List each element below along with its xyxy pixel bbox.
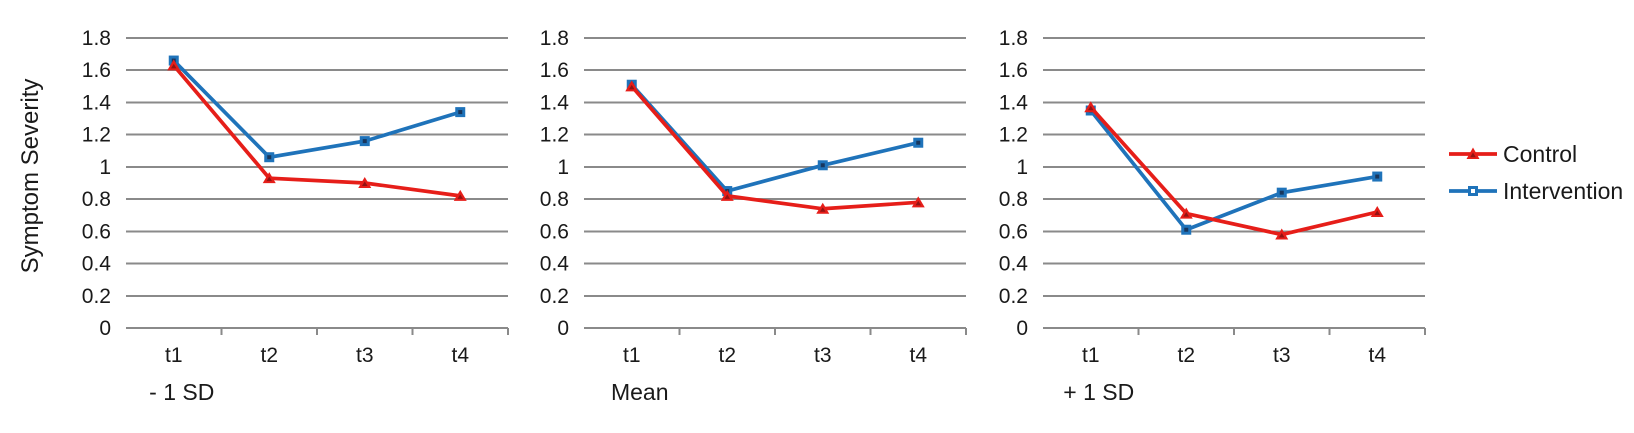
legend-label-intervention: Intervention: [1503, 178, 1624, 204]
control-marker-center: [170, 63, 177, 69]
panel-mean: 0 0.2 0.4 0.6 0.8 1 1.2 1.4 1.6 1.8 t1 t2 t3 t4 Mean: [540, 27, 967, 405]
intervention-marker-center: [362, 139, 367, 144]
y-tick-label: 1.6: [82, 59, 111, 82]
control-series-line: [630, 85, 919, 211]
y-tick-label: 0.8: [82, 188, 111, 211]
y-tick-label: 1: [1016, 156, 1028, 179]
control-marker-center: [1278, 233, 1285, 238]
y-tick-label: 0.2: [999, 285, 1028, 308]
intervention-series-swatch-icon: [1449, 186, 1497, 196]
panel-title: - 1 SD: [149, 379, 214, 405]
intervention-marker-center: [267, 155, 272, 160]
y-tick-label: 1.2: [82, 124, 111, 147]
y-tick-label: 1.4: [540, 91, 570, 114]
intervention-marker-center: [458, 110, 463, 115]
control-series-line: [172, 64, 461, 198]
control-marker-center: [724, 194, 731, 199]
control-marker-center: [915, 200, 922, 206]
y-tick-label: 0.6: [82, 220, 111, 243]
y-tick-label: 0: [1016, 317, 1028, 340]
y-tick-label: 0.8: [999, 188, 1028, 211]
control-series-line: [1089, 106, 1378, 237]
intervention-series-line: [630, 83, 919, 194]
y-axis-title: Symptom Severity: [17, 78, 44, 274]
panel-title: + 1 SD: [1063, 379, 1134, 405]
y-tick-label: 0.6: [540, 220, 569, 243]
control-marker-center: [457, 194, 464, 199]
y-tick-label: 0.2: [540, 285, 569, 308]
y-tick-label: 1.8: [82, 27, 111, 50]
y-tick-label: 1.8: [999, 27, 1028, 50]
y-tick-label: 1: [99, 156, 111, 179]
panel-+1sd: 0 0.2 0.4 0.6 0.8 1 1.2 1.4 1.6 1.8 t1 t2 t3 t4 + 1 SD: [999, 27, 1426, 405]
control-marker-center: [361, 181, 368, 186]
x-tick-label: t4: [1368, 344, 1386, 367]
y-tick-label: 0.4: [540, 253, 570, 276]
x-tick-label: t1: [1082, 344, 1100, 367]
panel-title: Mean: [611, 379, 669, 405]
legend-item-intervention: Intervention: [1448, 178, 1623, 204]
intervention-series-line: [1089, 109, 1378, 232]
y-tick-label: 0.6: [999, 220, 1028, 243]
y-tick-label: 0.4: [999, 253, 1029, 276]
intervention-marker-center: [1184, 227, 1189, 232]
intervention-series-line: [172, 59, 461, 160]
control-marker-center: [1374, 210, 1381, 215]
legend-item-control: Control: [1448, 141, 1623, 167]
intervention-marker-center: [1279, 190, 1284, 195]
y-tick-label: 0: [99, 317, 111, 340]
intervention-marker-center: [916, 140, 921, 145]
control-series-swatch-icon: [1449, 147, 1497, 159]
x-tick-label: t2: [1177, 344, 1195, 367]
y-tick-label: 1.4: [82, 91, 112, 114]
x-tick-label: t1: [165, 344, 183, 367]
y-tick-label: 0: [557, 317, 569, 340]
x-tick-label: t1: [623, 344, 641, 367]
control-marker-center: [1087, 105, 1094, 111]
y-tick-label: 0.8: [540, 188, 569, 211]
x-tick-label: t3: [356, 344, 374, 367]
control-marker-center: [628, 84, 635, 90]
intervention-marker-center: [820, 163, 825, 168]
y-tick-label: 1.8: [540, 27, 569, 50]
x-tick-label: t3: [1273, 344, 1291, 367]
control-marker-center: [819, 207, 826, 212]
legend-label-control: Control: [1503, 141, 1578, 167]
x-tick-label: t3: [814, 344, 832, 367]
x-tick-label: t2: [718, 344, 736, 367]
x-tick-label: t2: [260, 344, 278, 367]
y-tick-label: 0.4: [82, 253, 112, 276]
legend: Control Intervention: [1448, 141, 1623, 204]
intervention-marker-center: [1375, 174, 1380, 179]
y-tick-label: 1.6: [540, 59, 569, 82]
control-marker-center: [266, 176, 273, 182]
y-tick-label: 0.2: [82, 285, 111, 308]
y-tick-label: 1.6: [999, 59, 1028, 82]
panel--1sd: 0 0.2 0.4 0.6 0.8 1 1.2 1.4 1.6 1.8 t1 t2 t3 t4 - 1 SD: [82, 27, 509, 405]
x-tick-label: t4: [909, 344, 927, 367]
y-tick-label: 1.2: [540, 124, 569, 147]
y-tick-label: 1: [557, 156, 569, 179]
y-tick-label: 1.4: [999, 91, 1029, 114]
x-tick-label: t4: [451, 344, 469, 367]
y-tick-label: 1.2: [999, 124, 1028, 147]
control-marker-center: [1183, 212, 1190, 217]
